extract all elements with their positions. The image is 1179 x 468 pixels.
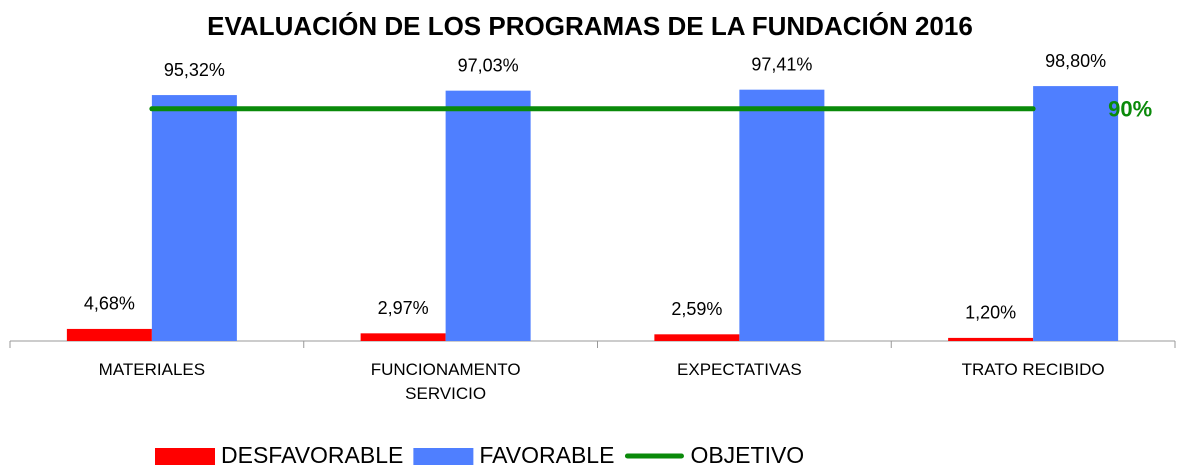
chart-title: EVALUACIÓN DE LOS PROGRAMAS DE LA FUNDAC… <box>207 11 973 41</box>
bar <box>445 90 531 341</box>
x-tick-label: TRATO RECIBIDO <box>961 360 1105 379</box>
legend-label: DESFAVORABLE <box>221 442 403 468</box>
bar <box>151 95 237 341</box>
x-tick-label: EXPECTATIVAS <box>677 360 802 379</box>
legend-label: OBJETIVO <box>690 442 804 468</box>
data-label: 95,32% <box>164 60 225 80</box>
bar <box>360 333 446 341</box>
legend-swatch <box>155 448 215 465</box>
data-label: 2,97% <box>378 298 429 318</box>
bar <box>739 89 825 342</box>
data-label: 97,03% <box>458 55 519 75</box>
bar <box>948 337 1034 341</box>
legend-label: FAVORABLE <box>479 442 614 468</box>
data-label: 4,68% <box>84 294 135 314</box>
bar <box>654 334 740 341</box>
legend-swatch <box>413 448 474 465</box>
x-tick-label: FUNCIONAMENTO SERVICIO <box>370 360 521 403</box>
data-label: 97,41% <box>751 54 812 74</box>
data-label: 2,59% <box>671 299 722 319</box>
x-tick-label: MATERIALES <box>98 360 206 379</box>
bar <box>1033 86 1119 341</box>
objective-label: 90% <box>1108 97 1152 122</box>
data-label: 98,80% <box>1045 51 1106 71</box>
data-label: 1,20% <box>965 303 1016 323</box>
bar <box>66 328 152 341</box>
